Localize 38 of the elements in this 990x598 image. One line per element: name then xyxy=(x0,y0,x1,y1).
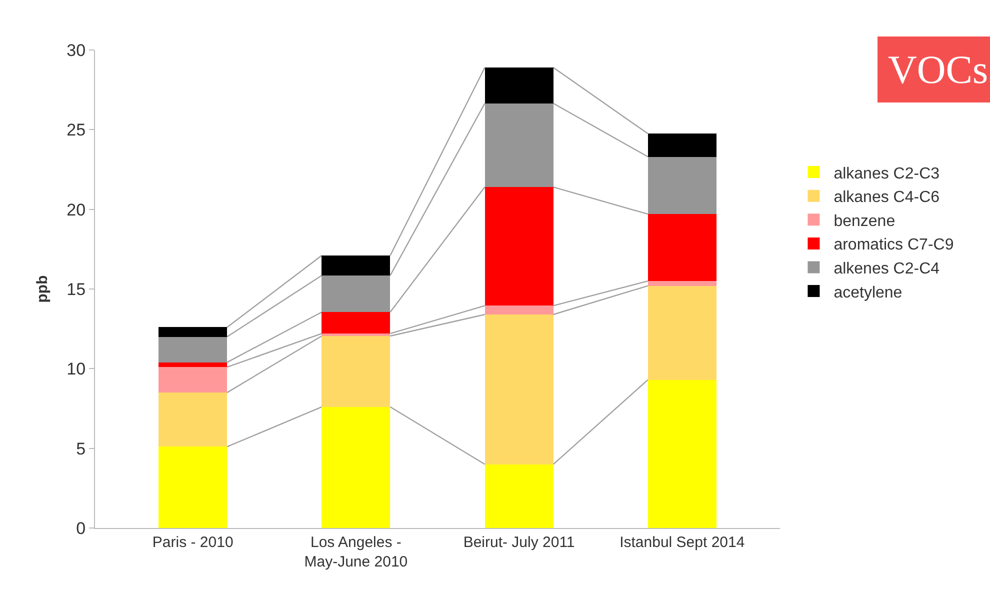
bar xyxy=(484,306,554,314)
legend-label: alkanes C2-C3 xyxy=(834,165,940,182)
text: VOCs xyxy=(888,47,988,92)
bar xyxy=(158,367,228,393)
bar xyxy=(484,464,554,528)
bar xyxy=(322,336,390,407)
bar xyxy=(322,312,390,334)
y-tick-label: 25 xyxy=(66,120,86,140)
bar xyxy=(648,286,716,380)
y-tick-label: 30 xyxy=(66,40,86,60)
legend-label: aromatics C7-C9 xyxy=(834,236,954,254)
bar xyxy=(484,314,554,464)
bar xyxy=(322,256,390,276)
legend-label: acetylene xyxy=(834,284,902,302)
x-tick-label: Istanbul Sept 2014 xyxy=(620,534,745,551)
x-tick-label: Los Angeles - May-June 2010 xyxy=(304,534,408,570)
bar xyxy=(158,327,228,337)
bar xyxy=(648,380,716,528)
legend-label: alkenes C2-C4 xyxy=(834,260,940,278)
y-tick-label: 0 xyxy=(76,518,86,538)
bar xyxy=(158,392,228,447)
legend-label: alkanes C4-C6 xyxy=(834,189,940,206)
y-tick-label: 5 xyxy=(76,439,86,458)
bar xyxy=(648,281,716,286)
bar xyxy=(484,68,554,104)
bar xyxy=(648,214,716,282)
y-axis-title: ppb xyxy=(34,275,51,303)
bar xyxy=(648,134,716,157)
x-tick-label: Beirut- July 2011 xyxy=(463,534,575,551)
y-tick-label: 10 xyxy=(66,360,86,379)
y-tick-label: 15 xyxy=(66,280,86,299)
y-tick-label: 20 xyxy=(66,200,86,220)
bar xyxy=(158,446,228,528)
bar xyxy=(484,187,554,306)
bar xyxy=(158,362,228,368)
bar xyxy=(322,406,390,528)
legend-label: benzene xyxy=(834,212,896,230)
x-tick-label: Paris - 2010 xyxy=(152,534,234,551)
